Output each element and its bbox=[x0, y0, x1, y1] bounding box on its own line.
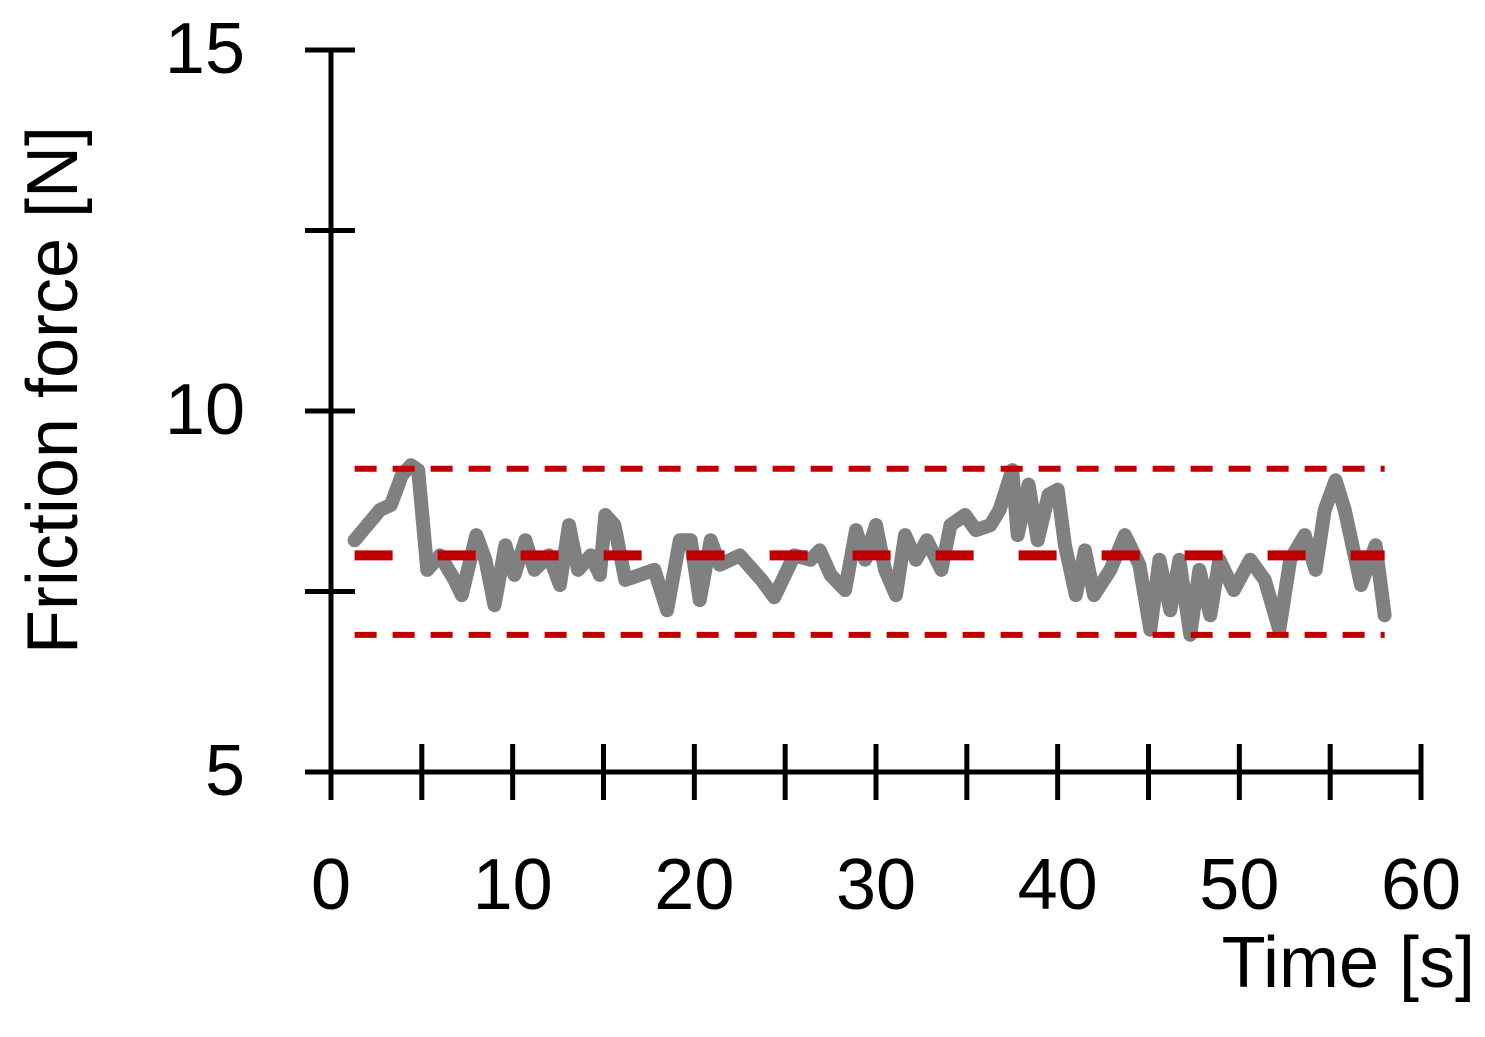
x-tick-label: 60 bbox=[1381, 845, 1461, 925]
x-tick-label: 30 bbox=[836, 845, 916, 925]
data-line bbox=[347, 458, 1392, 642]
x-tick-label: 0 bbox=[311, 845, 351, 925]
x-tick-label: 20 bbox=[654, 845, 734, 925]
x-tick-label: 10 bbox=[473, 845, 553, 925]
y-axis-label: Friction force [N] bbox=[13, 126, 93, 654]
x-axis-label: Time [s] bbox=[1222, 923, 1475, 1003]
x-tick-label: 40 bbox=[1018, 845, 1098, 925]
y-tick-label: 15 bbox=[165, 9, 245, 89]
y-tick-label: 10 bbox=[165, 370, 245, 450]
x-tick-label: 50 bbox=[1199, 845, 1279, 925]
y-tick-label: 5 bbox=[205, 731, 245, 811]
